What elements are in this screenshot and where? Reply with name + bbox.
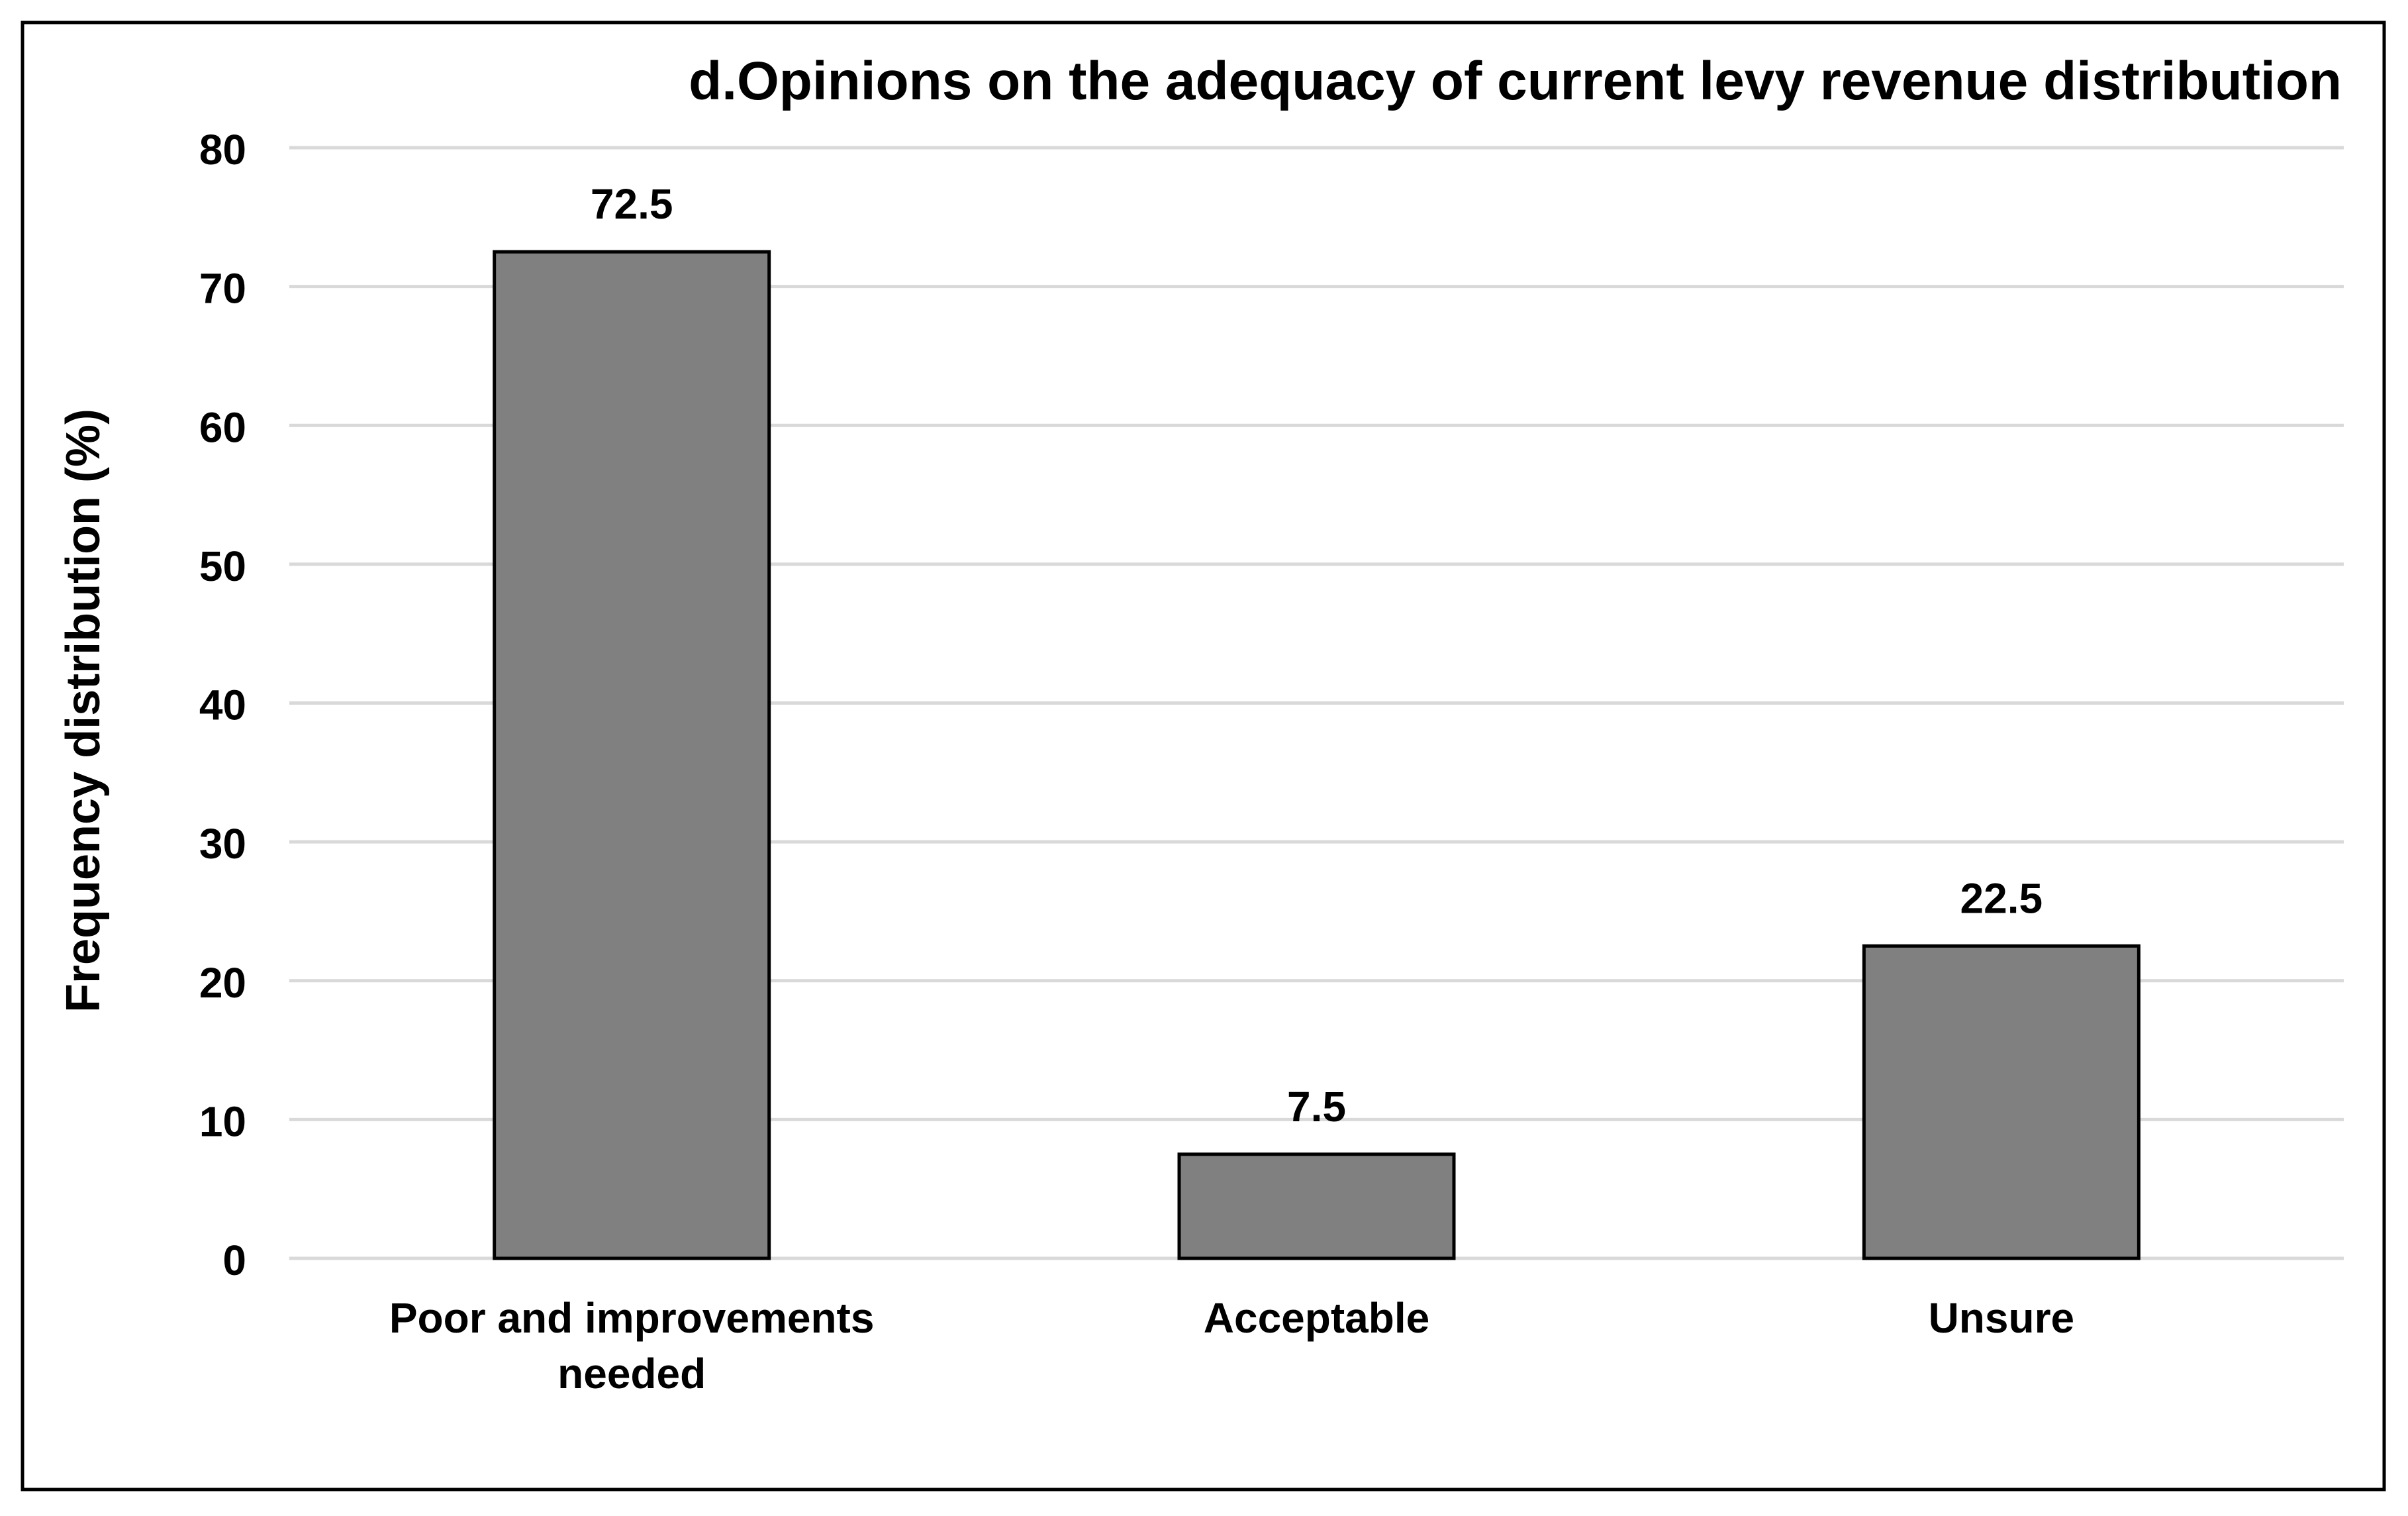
data-label-2: 22.5 bbox=[1960, 874, 2043, 922]
data-labels: 72.5 7.5 22.5 bbox=[591, 180, 2043, 1131]
data-label-1: 7.5 bbox=[1287, 1083, 1346, 1131]
bars bbox=[493, 250, 2141, 1260]
y-axis-label: Frequency distribution (%) bbox=[57, 409, 110, 1013]
x-tick-label-2: Unsure bbox=[1929, 1294, 2075, 1342]
y-tick-label-20: 20 bbox=[199, 959, 246, 1007]
bar-2 bbox=[1862, 944, 2141, 1260]
y-tick-label-30: 30 bbox=[199, 820, 246, 868]
y-tick-label-10: 10 bbox=[199, 1097, 246, 1145]
y-tick-label-40: 40 bbox=[199, 682, 246, 729]
bar-1 bbox=[1177, 1152, 1456, 1260]
y-tick-label-60: 60 bbox=[199, 403, 246, 451]
x-axis-labels: Poor and improvements needed Acceptable Uns… bbox=[389, 1294, 2074, 1397]
y-tick-label-0: 0 bbox=[222, 1237, 246, 1284]
x-tick-label-1: Acceptable bbox=[1204, 1294, 1429, 1342]
y-tick-label-50: 50 bbox=[199, 542, 246, 590]
chart-border bbox=[21, 21, 2386, 1491]
y-tick-label-80: 80 bbox=[199, 126, 246, 174]
y-tick-label-70: 70 bbox=[199, 265, 246, 313]
x-tick-label-0: Poor and improvements needed bbox=[389, 1294, 875, 1397]
bar-0 bbox=[493, 250, 771, 1260]
chart-title: d.Opinions on the adequacy of current le… bbox=[689, 51, 2342, 111]
data-label-0: 72.5 bbox=[591, 180, 673, 228]
y-axis-ticks: 0 10 20 30 40 50 60 70 80 bbox=[199, 126, 246, 1284]
